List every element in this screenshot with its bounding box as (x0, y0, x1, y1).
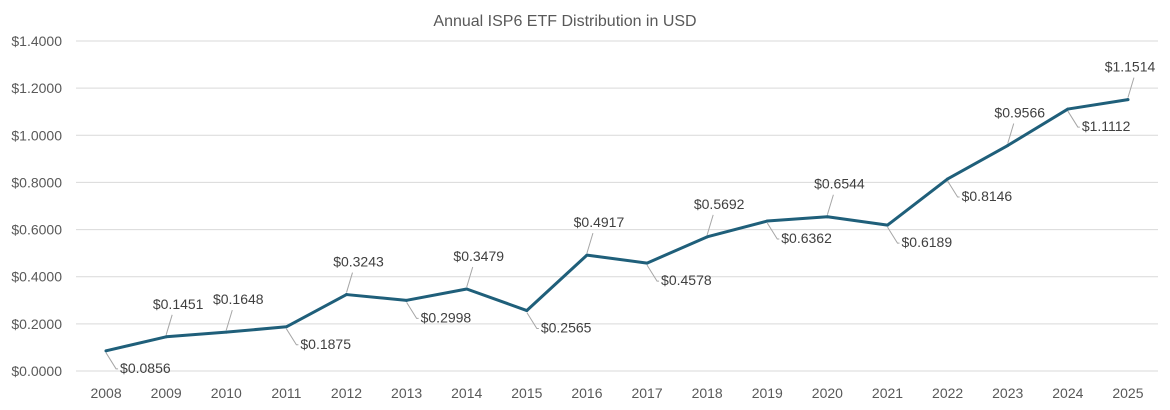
data-labels: $0.0856 $0.1451 $0.1648 $0.1875 $0.3243 $0.29… (120, 59, 1155, 376)
leader-line (285, 328, 299, 346)
x-axis-ticks: 2008 2009 2010 2011 2012 2013 2014 2015 2016 2017… (90, 385, 1143, 401)
leader-line (1127, 77, 1135, 98)
data-point (1006, 144, 1010, 148)
series-line (104, 98, 1130, 353)
data-label: $0.1875 (300, 336, 351, 352)
x-tick-label: 2025 (1112, 385, 1143, 401)
data-label: $0.1451 (153, 296, 204, 312)
x-tick-label: 2018 (692, 385, 723, 401)
x-tick-label: 2009 (151, 385, 182, 401)
x-tick-label: 2019 (752, 385, 783, 401)
data-point (946, 177, 950, 181)
y-tick-label: $0.0000 (11, 363, 62, 379)
x-tick-label: 2016 (571, 385, 602, 401)
data-point (465, 287, 469, 291)
data-point (525, 309, 529, 313)
leader-line (1067, 110, 1080, 128)
leader-line (526, 312, 539, 330)
data-label: $0.4578 (661, 272, 712, 288)
leader-line (165, 314, 173, 335)
data-label: $0.1648 (213, 291, 264, 307)
series-layer (104, 98, 1130, 353)
x-tick-label: 2015 (511, 385, 542, 401)
x-tick-label: 2013 (391, 385, 422, 401)
label-leader-lines (105, 77, 1135, 370)
x-tick-label: 2022 (932, 385, 963, 401)
chart-title: Annual ISP6 ETF Distribution in USD (433, 13, 696, 30)
x-tick-label: 2021 (872, 385, 903, 401)
data-label: $1.1514 (1105, 59, 1156, 75)
leader-line (346, 272, 353, 293)
leader-line (646, 264, 660, 282)
gridlines (76, 40, 1158, 372)
y-tick-label: $0.2000 (11, 316, 62, 332)
x-tick-label: 2010 (211, 385, 242, 401)
x-tick-label: 2008 (90, 385, 121, 401)
data-label: $0.8146 (962, 188, 1013, 204)
x-tick-label: 2024 (1052, 385, 1083, 401)
data-point (1126, 98, 1130, 102)
leader-line (406, 302, 419, 319)
data-label: $1.1112 (1082, 118, 1131, 134)
y-tick-label: $0.4000 (11, 269, 62, 285)
data-point (705, 235, 709, 239)
leader-line (105, 352, 119, 370)
data-label: $0.6544 (814, 176, 865, 192)
data-point (1066, 107, 1070, 111)
data-label: $0.3243 (333, 254, 384, 270)
x-tick-label: 2023 (992, 385, 1023, 401)
data-point (645, 261, 649, 265)
y-tick-label: $1.0000 (11, 127, 62, 143)
y-tick-label: $0.6000 (11, 222, 62, 238)
data-point (765, 219, 769, 223)
data-label: $0.2565 (541, 320, 592, 336)
data-point (284, 325, 288, 329)
data-label: $0.6189 (902, 234, 953, 250)
leader-line (947, 180, 960, 198)
y-tick-label: $1.2000 (11, 80, 62, 96)
leader-line (1007, 123, 1015, 144)
x-tick-label: 2014 (451, 385, 482, 401)
y-tick-label: $1.4000 (11, 33, 62, 49)
leader-line (466, 266, 474, 288)
data-label: $0.3479 (453, 248, 504, 264)
data-point (405, 298, 409, 302)
x-tick-label: 2017 (631, 385, 662, 401)
data-point (164, 335, 168, 339)
data-label: $0.5692 (694, 196, 745, 212)
data-point (585, 253, 589, 257)
leader-line (586, 232, 594, 254)
data-point (104, 349, 108, 353)
data-label: $0.6362 (781, 230, 832, 246)
x-tick-label: 2012 (331, 385, 362, 401)
data-label: $0.9566 (994, 105, 1045, 121)
data-point (825, 215, 829, 219)
y-tick-label: $0.8000 (11, 174, 62, 190)
x-tick-label: 2011 (271, 385, 301, 401)
leader-line (887, 226, 900, 244)
data-point (345, 293, 348, 297)
y-axis-ticks: $0.0000 $0.2000 $0.4000 $0.6000 $0.8000 $1.00… (11, 33, 62, 379)
data-point (224, 330, 228, 334)
data-label: $0.0856 (120, 360, 171, 376)
leader-line (225, 310, 233, 331)
data-point (886, 223, 889, 227)
x-tick-label: 2020 (812, 385, 843, 401)
data-label: $0.4917 (574, 214, 625, 230)
data-label: $0.2998 (421, 309, 472, 325)
leader-line (826, 194, 834, 215)
leader-line (706, 214, 714, 235)
leader-line (766, 222, 780, 240)
